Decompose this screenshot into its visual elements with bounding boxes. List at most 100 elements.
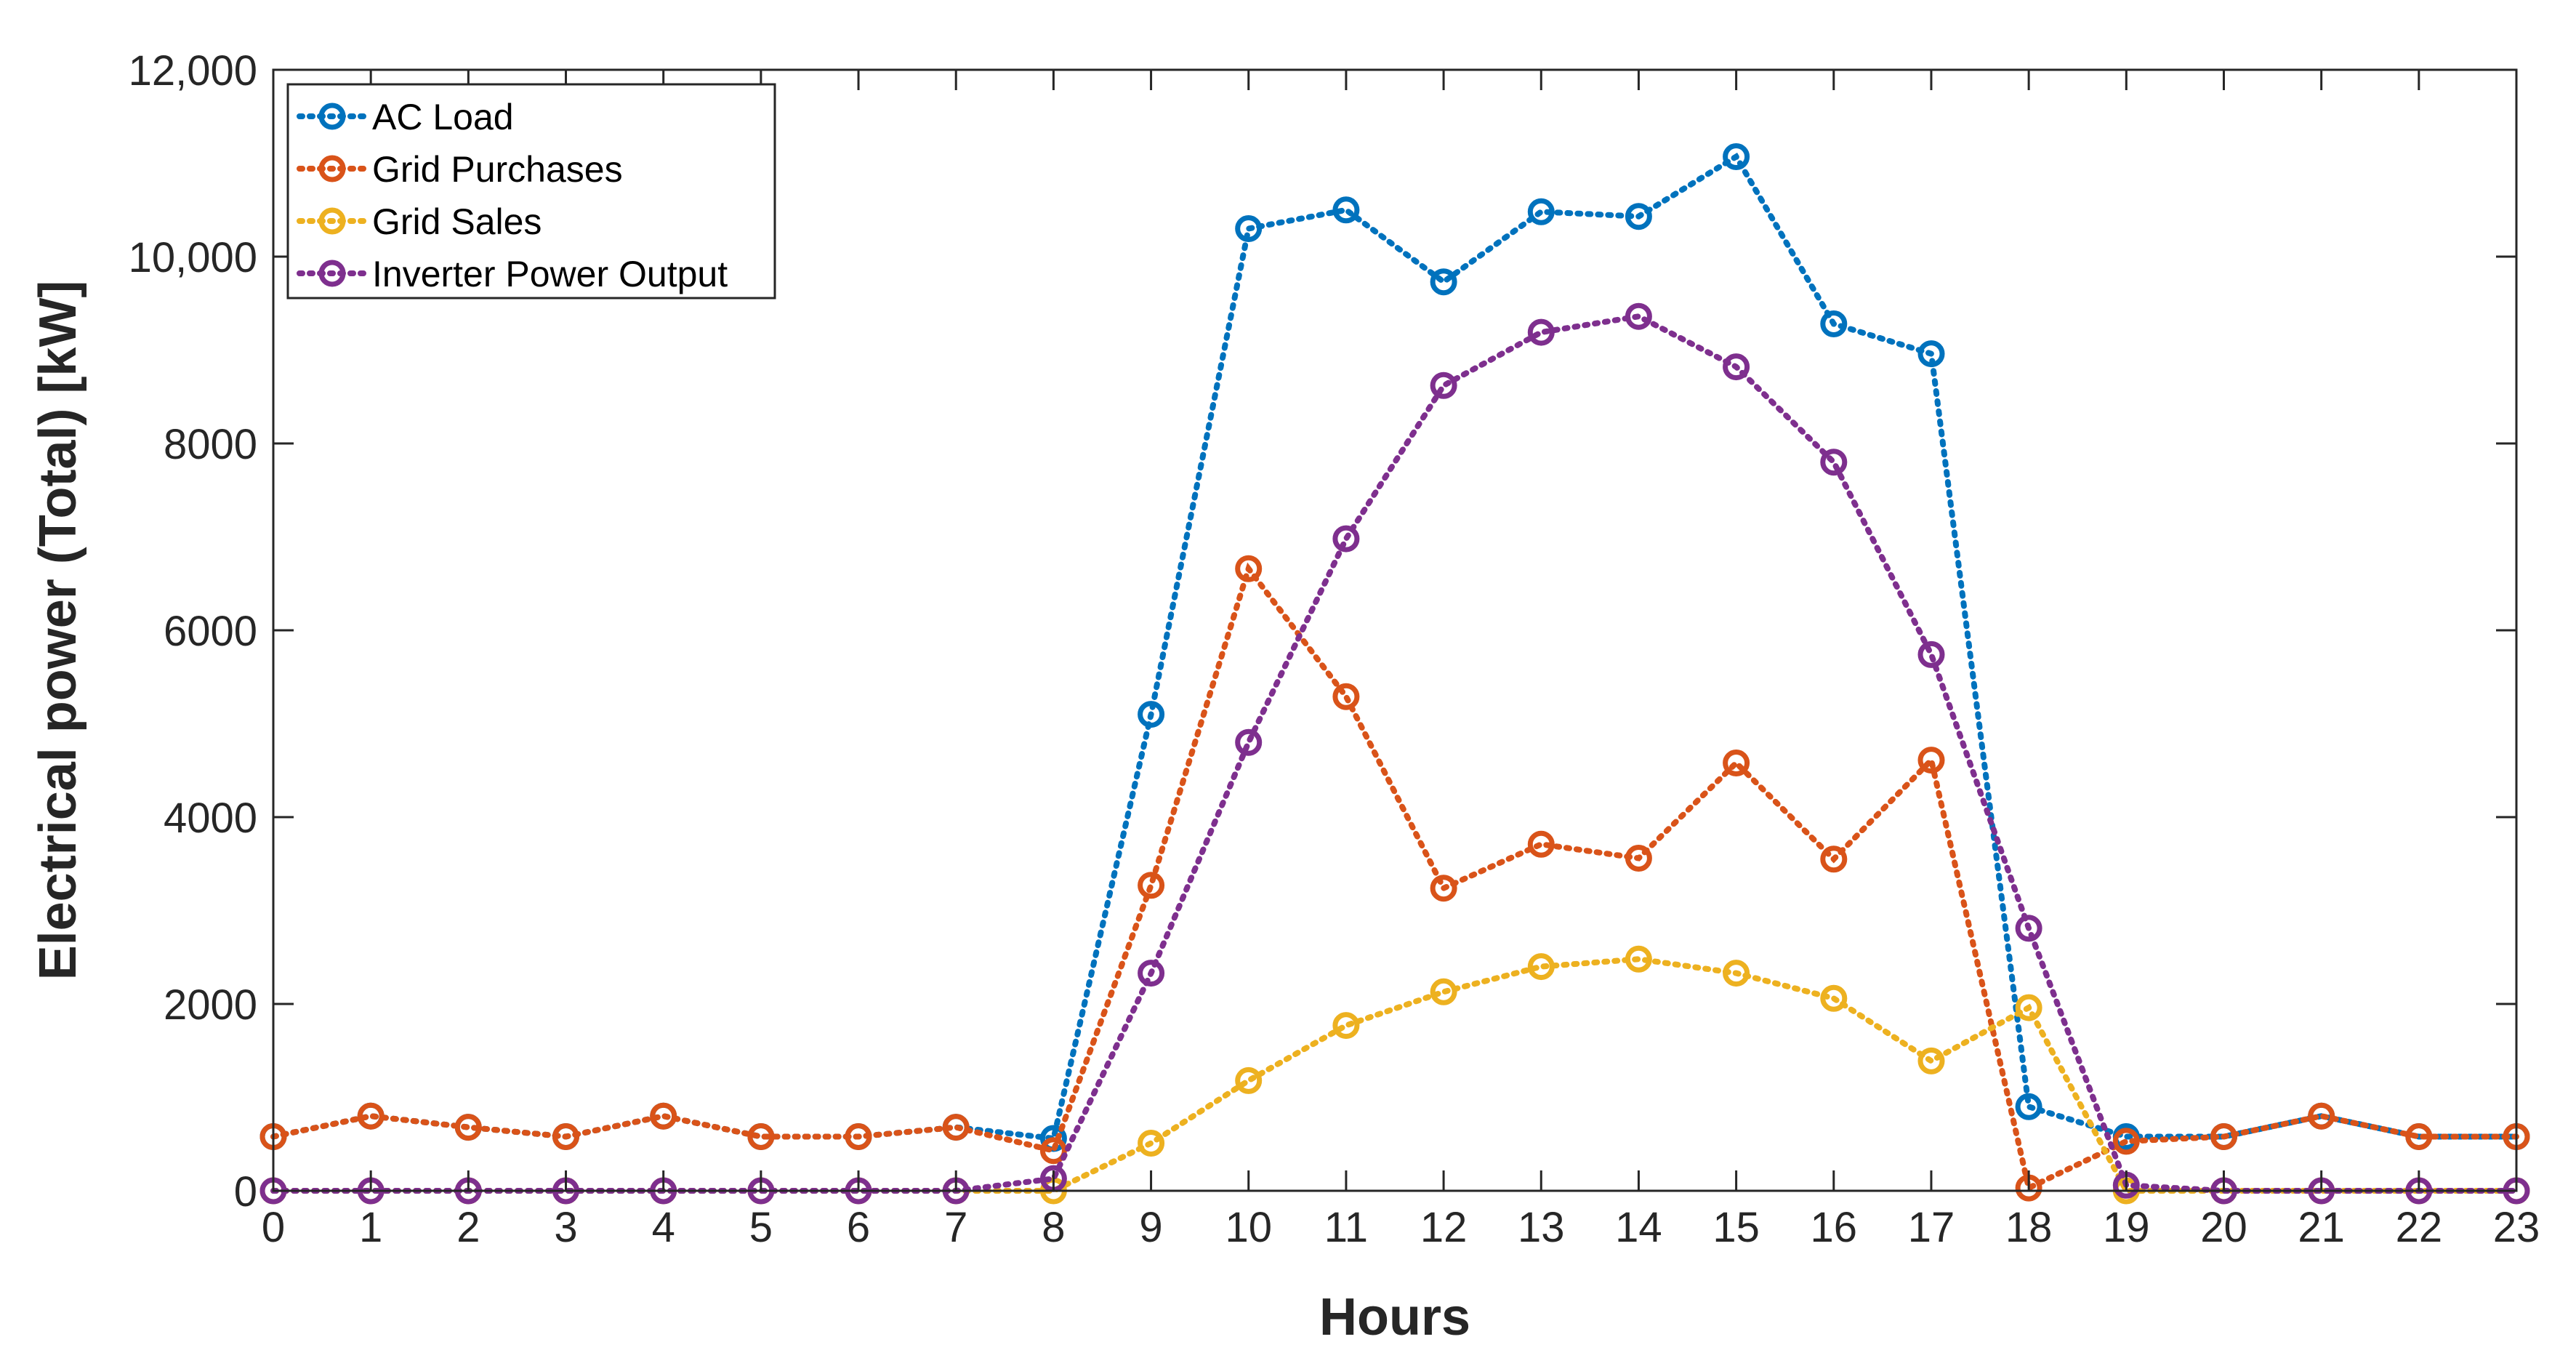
- x-tick-label: 3: [554, 1204, 577, 1251]
- data-point: [1723, 960, 1750, 987]
- legend-swatch-marker: [318, 207, 346, 235]
- data-point: [1820, 845, 1848, 873]
- x-tick-label: 6: [847, 1204, 870, 1251]
- data-point: [1723, 143, 1750, 170]
- data-point: [1625, 845, 1652, 872]
- x-tick-label: 23: [2493, 1204, 2540, 1251]
- y-tick-label: 8000: [164, 421, 257, 468]
- legend-item: Grid Purchases: [297, 149, 623, 190]
- y-tick-label: 12,000: [129, 47, 257, 95]
- x-tick-label: 22: [2396, 1204, 2443, 1251]
- x-tick-label: 9: [1139, 1204, 1162, 1251]
- x-tick-label: 13: [1518, 1204, 1565, 1251]
- x-tick-label: 0: [262, 1204, 285, 1251]
- legend-swatch-marker: [318, 260, 346, 287]
- legend-item: Inverter Power Output: [297, 254, 728, 294]
- data-point: [1430, 268, 1457, 296]
- data-point: [1917, 1047, 1945, 1074]
- legend-item: AC Load: [297, 97, 514, 137]
- legend-swatch-marker: [318, 103, 346, 130]
- data-point: [1917, 340, 1945, 368]
- data-point: [1820, 984, 1848, 1012]
- data-point: [1430, 978, 1457, 1005]
- data-point: [1820, 449, 1848, 476]
- data-point: [357, 1102, 385, 1130]
- series-line: [270, 562, 2519, 1192]
- data-point: [1332, 525, 1360, 553]
- data-point: [942, 1114, 970, 1141]
- data-point: [1138, 872, 1165, 899]
- data-point: [2015, 1093, 2042, 1120]
- data-point: [1723, 353, 1750, 381]
- data-point: [1138, 701, 1165, 728]
- data-point: [454, 1114, 482, 1141]
- data-point: [552, 1123, 579, 1150]
- data-point: [1039, 1137, 1067, 1165]
- data-point: [1723, 750, 1750, 776]
- x-tick-label: 17: [1908, 1204, 1955, 1251]
- data-point: [1332, 683, 1360, 710]
- data-point: [1430, 371, 1457, 399]
- data-point: [1235, 555, 1263, 582]
- data-point: [1917, 640, 1945, 668]
- data-point: [1138, 1130, 1165, 1157]
- data-point: [1430, 875, 1457, 902]
- data-point: [1235, 215, 1263, 242]
- data-point: [1820, 310, 1848, 337]
- x-tick-label: 19: [2103, 1204, 2150, 1251]
- data-point: [1235, 1066, 1263, 1094]
- data-point: [1625, 302, 1652, 330]
- x-tick-label: 14: [1615, 1204, 1662, 1251]
- x-tick-label: 11: [1324, 1204, 1368, 1251]
- legend-label: Inverter Power Output: [372, 254, 728, 294]
- x-tick-label: 2: [456, 1204, 480, 1251]
- data-point: [2405, 1123, 2433, 1150]
- legend-label: Grid Sales: [372, 201, 542, 242]
- data-point: [2015, 994, 2042, 1021]
- x-tick-label: 5: [749, 1204, 773, 1251]
- data-point: [650, 1102, 677, 1130]
- legend-swatch-marker: [318, 155, 346, 182]
- data-point: [845, 1123, 872, 1150]
- legend-label: Grid Purchases: [372, 149, 623, 190]
- y-tick-label: 0: [234, 1168, 257, 1216]
- y-axis-title: Electrical power (Total) [kW]: [29, 281, 87, 981]
- data-point: [1527, 953, 1555, 981]
- x-tick-label: 1: [359, 1204, 382, 1251]
- x-tick-label: 4: [652, 1204, 675, 1251]
- data-point: [1332, 196, 1360, 224]
- data-point: [1332, 1012, 1360, 1040]
- x-tick-label: 20: [2200, 1204, 2247, 1251]
- data-point: [2308, 1102, 2335, 1130]
- data-point: [1235, 728, 1263, 756]
- y-tick-label: 4000: [164, 795, 257, 842]
- data-point: [2015, 915, 2042, 942]
- legend: AC Load Grid Purchases Grid Sales Inverter …: [286, 83, 776, 300]
- data-point: [1917, 747, 1945, 774]
- x-tick-label: 7: [944, 1204, 967, 1251]
- data-point: [747, 1123, 775, 1150]
- x-tick-label: 18: [2005, 1204, 2053, 1251]
- y-tick-label: 6000: [164, 608, 257, 655]
- data-point: [1138, 960, 1165, 987]
- data-point: [1625, 203, 1652, 230]
- x-axis-title: Hours: [1319, 1288, 1470, 1346]
- data-point: [2112, 1128, 2140, 1155]
- x-tick-label: 16: [1811, 1204, 1858, 1251]
- legend-label: AC Load: [372, 97, 514, 137]
- data-point: [2210, 1123, 2237, 1150]
- y-tick-label: 2000: [164, 981, 257, 1029]
- x-tick-label: 15: [1712, 1204, 1760, 1251]
- ticks-layer: 0 1 2 3 4 5 6 7 8 9 10 11 12 13 14 15 16 17 18 19 20 21 22 2302…: [129, 47, 2540, 1251]
- data-point: [1527, 198, 1555, 225]
- legend-item: Grid Sales: [297, 201, 542, 242]
- x-tick-label: 12: [1420, 1204, 1468, 1251]
- x-tick-label: 10: [1225, 1204, 1272, 1251]
- y-tick-label: 10,000: [129, 234, 257, 281]
- legend-box: [286, 83, 776, 300]
- data-point: [1625, 945, 1652, 973]
- x-tick-label: 8: [1042, 1204, 1065, 1251]
- data-point: [1527, 830, 1555, 858]
- data-point: [1527, 318, 1555, 346]
